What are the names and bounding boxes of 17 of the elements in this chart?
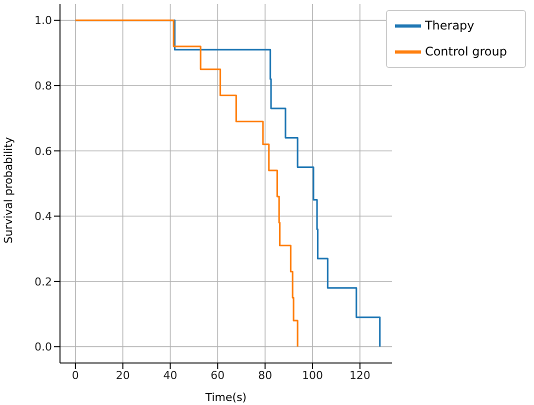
y-tick-label: 0.2 <box>34 275 52 288</box>
y-tick-label: 0.8 <box>34 79 52 92</box>
x-tick-label: 40 <box>163 368 178 382</box>
x-tick-label: 20 <box>116 368 130 382</box>
y-tick-label: 0.6 <box>34 144 52 158</box>
x-tick-label: 60 <box>210 368 225 382</box>
x-tick-label: 100 <box>302 368 324 382</box>
x-tick-label: 80 <box>258 368 272 382</box>
x-axis-title: Time(s) <box>204 391 247 404</box>
legend-label: Therapy <box>424 18 474 32</box>
y-tick-label: 0.0 <box>34 340 52 354</box>
y-tick-label: 0.4 <box>34 210 52 224</box>
y-axis-title: Survival probability <box>2 136 15 244</box>
x-tick-label: 0 <box>72 368 79 382</box>
legend-label: Control group <box>424 44 507 58</box>
y-tick-label: 1.0 <box>34 14 52 28</box>
x-tick-label: 120 <box>349 368 370 382</box>
